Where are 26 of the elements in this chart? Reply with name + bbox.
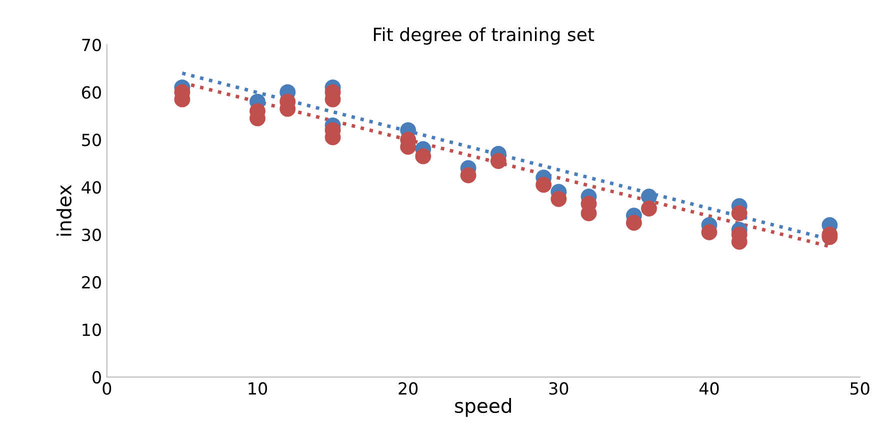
chart-title: Fit degree of training set [374, 27, 594, 45]
y-tick-label: 40 [82, 181, 101, 194]
y-tick-label: 20 [82, 276, 101, 289]
point [460, 167, 476, 184]
y-tick-label: 10 [82, 324, 101, 336]
x-axis-title: speed [455, 398, 511, 417]
x-tick-label: 40 [699, 382, 719, 395]
point [701, 224, 718, 240]
y-tick-label: 70 [82, 38, 101, 52]
y-tick-label: 60 [82, 86, 101, 99]
point [490, 153, 506, 170]
point [536, 176, 552, 193]
point [626, 214, 642, 231]
point [550, 191, 567, 207]
point [415, 148, 432, 164]
x-tick-label: 30 [549, 382, 568, 395]
x-tick-label: 50 [850, 382, 870, 395]
x-tick-label: 0 [102, 382, 112, 395]
y-tick-label: 50 [82, 134, 101, 146]
point [731, 205, 748, 222]
y-tick-label: 0 [92, 370, 101, 384]
y-tick-label: 30 [82, 228, 101, 242]
x-tick-label: 10 [248, 382, 267, 395]
x-tick-label: 20 [398, 382, 418, 395]
point [641, 200, 657, 216]
y-axis-title: index [56, 184, 72, 236]
